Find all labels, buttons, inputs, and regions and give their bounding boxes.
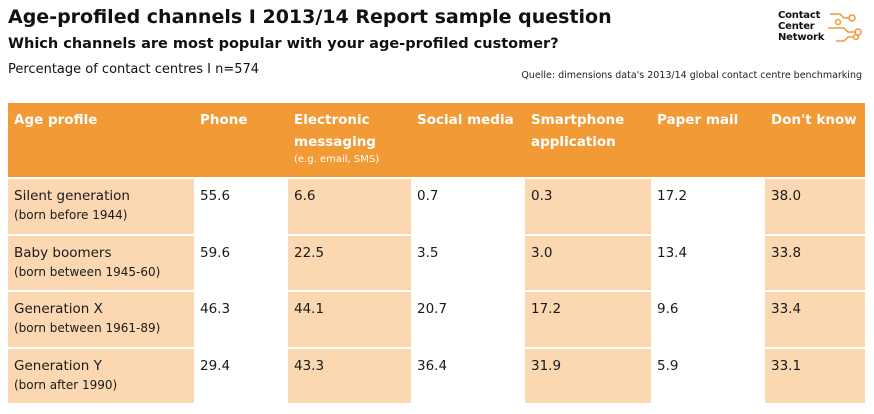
value-cell: 20.7 — [411, 290, 525, 347]
value-cell: 46.3 — [194, 290, 288, 347]
age-profile-name: Baby boomers — [14, 244, 112, 261]
value-cell: 3.5 — [411, 233, 525, 290]
logo-line-3: Network — [778, 32, 825, 43]
sample-caption: Percentage of contact centres I n=574 — [8, 62, 260, 77]
value-cell: 55.6 — [194, 177, 288, 234]
value-cell: 33.8 — [765, 233, 865, 290]
logo-circuit-icon — [828, 13, 862, 42]
age-profile-range: (born between 1945-60) — [14, 264, 161, 279]
value-cell: 22.5 — [288, 233, 411, 290]
value-cell: 31.9 — [525, 346, 651, 403]
value-cell: 29.4 — [194, 346, 288, 403]
value-cell: 33.1 — [765, 346, 865, 403]
age-profile-cell: Generation Y (born after 1990) — [8, 346, 194, 403]
page-subtitle: Which channels are most popular with you… — [8, 36, 559, 52]
table-row: Baby boomers (born between 1945-60) 59.6 22… — [8, 233, 865, 290]
age-profile-range: (born before 1944) — [14, 208, 128, 222]
value-cell: 59.6 — [194, 233, 288, 290]
column-header: Age profile — [8, 103, 194, 177]
value-cell: 5.9 — [651, 346, 765, 403]
column-header: Social media — [411, 103, 525, 177]
value-cell: 38.0 — [765, 177, 865, 234]
value-cell: 3.0 — [525, 233, 651, 290]
age-profile-name: Generation X — [14, 301, 103, 317]
value-cell: 9.6 — [651, 290, 765, 347]
table-row: Generation Y (born after 1990) 29.4 43.3 36.… — [8, 346, 865, 403]
age-profile-cell: Silent generation (born before 1944) — [8, 177, 194, 234]
value-cell: 44.1 — [288, 290, 411, 347]
column-note: (e.g. email, SMS) — [294, 154, 380, 165]
table-row: Generation X (born between 1961-89) 46.3 44… — [8, 290, 865, 347]
value-cell: 17.2 — [525, 290, 651, 347]
page-title: Age-profiled channels I 2013/14 Report s… — [8, 6, 612, 28]
value-cell: 6.6 — [288, 177, 411, 234]
column-header: Smartphone application — [525, 103, 651, 177]
age-profile-range: (born after 1990) — [14, 377, 118, 392]
age-profile-range: (born between 1961-89) — [14, 321, 161, 335]
age-profile-cell: Baby boomers (born between 1945-60) — [8, 233, 194, 290]
column-header: Phone — [194, 103, 288, 177]
logo-text: Contact Center Network — [778, 10, 824, 43]
value-cell: 13.4 — [651, 233, 765, 290]
age-profile-name: Silent generation — [14, 188, 130, 204]
logo-line-1: Contact — [778, 10, 821, 21]
value-cell: 17.2 — [651, 177, 765, 234]
column-header: Electronic messaging (e.g. email, SMS) — [288, 103, 411, 177]
value-cell: 36.4 — [411, 346, 525, 403]
table-header-row: Age profile Phone Electronic messaging (e… — [8, 103, 865, 177]
value-cell: 0.3 — [525, 177, 651, 234]
logo-line-2: Center — [778, 21, 815, 32]
age-profile-cell: Generation X (born between 1961-89) — [8, 290, 194, 347]
contact-center-network-logo: Contact Center Network — [778, 8, 864, 48]
value-cell: 33.4 — [765, 290, 865, 347]
value-cell: 0.7 — [411, 177, 525, 234]
source-note: Quelle: dimensions data's 2013/14 global… — [521, 70, 862, 81]
table-row: Silent generation (born before 1944) 55.6 6… — [8, 177, 865, 234]
channels-table: Age profile Phone Electronic messaging (e… — [8, 103, 865, 403]
column-header: Paper mail — [651, 103, 765, 177]
column-header: Don't know — [765, 103, 865, 177]
age-profile-name: Generation Y — [14, 357, 102, 374]
value-cell: 43.3 — [288, 346, 411, 403]
